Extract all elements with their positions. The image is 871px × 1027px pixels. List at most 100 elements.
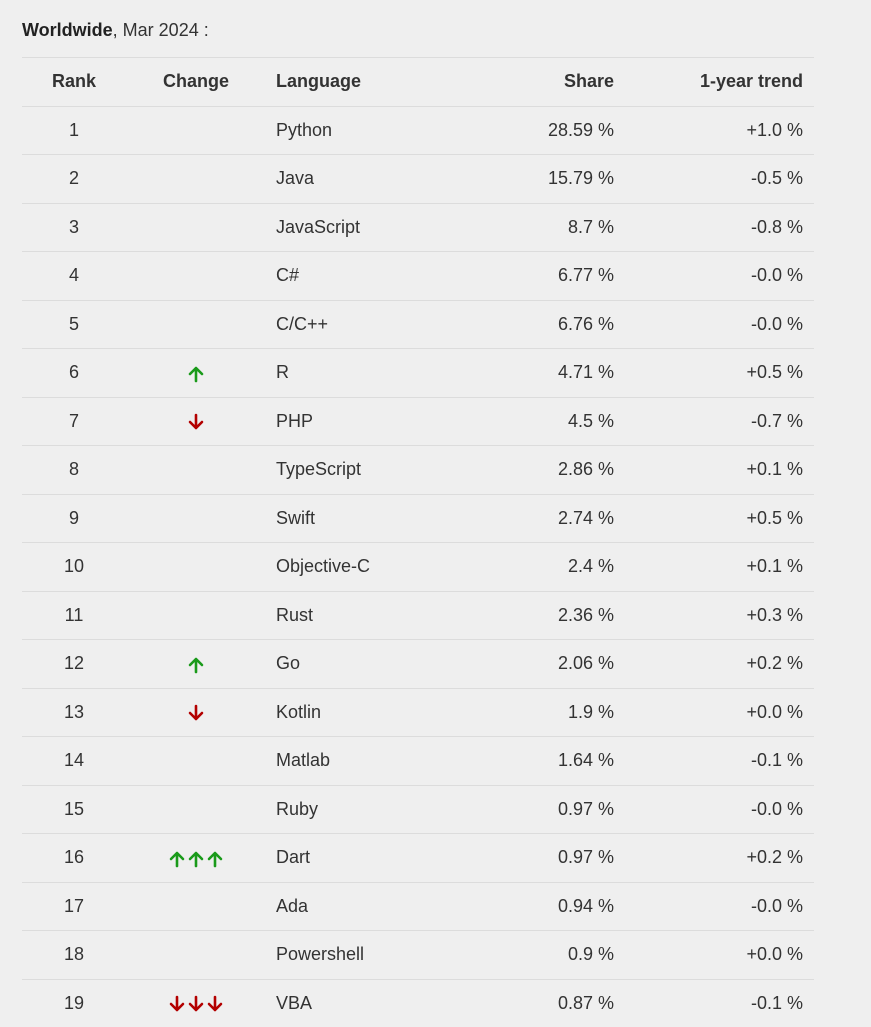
table-row: 9 Swift 2.74 % +0.5 %	[22, 493, 814, 543]
trend-cell: +0.1 %	[614, 542, 814, 591]
trend-cell: -0.0 %	[614, 251, 814, 300]
language-cell: Go	[266, 639, 476, 688]
trend-cell: -0.5 %	[614, 154, 814, 203]
trend-cell: +0.1 %	[614, 445, 814, 494]
language-cell: Rust	[266, 590, 476, 640]
trend-cell: +0.2 %	[614, 639, 814, 688]
table-row: 4 C# 6.77 % -0.0 %	[22, 251, 814, 300]
language-cell: Swift	[266, 493, 476, 543]
rank-cell: 2	[22, 154, 126, 203]
share-cell: 4.71 %	[476, 348, 614, 397]
change-indicator	[187, 656, 205, 674]
arrow-down-icon	[206, 995, 224, 1013]
language-cell: R	[266, 348, 476, 397]
change-cell	[126, 590, 266, 640]
share-cell: 2.74 %	[476, 493, 614, 543]
table-row: 5 C/C++ 6.76 % -0.0 %	[22, 299, 814, 349]
header-share: Share	[476, 57, 614, 106]
language-cell: Kotlin	[266, 687, 476, 737]
rank-cell: 3	[22, 202, 126, 252]
table-row: 14 Matlab 1.64 % -0.1 %	[22, 736, 814, 785]
table-row: 12 Go 2.06 % +0.2 %	[22, 639, 814, 688]
trend-cell: -0.7 %	[614, 396, 814, 446]
table-row: 6 R 4.71 % +0.5 %	[22, 348, 814, 397]
rank-cell: 14	[22, 736, 126, 785]
change-cell	[126, 736, 266, 785]
caption-date: , Mar 2024 :	[112, 20, 209, 40]
language-ranking-table: Rank Change Language Share 1-year trend …	[22, 57, 814, 1027]
caption-region: Worldwide	[22, 20, 113, 40]
change-cell	[126, 445, 266, 494]
table-row: 15 Ruby 0.97 % -0.0 %	[22, 784, 814, 834]
change-indicator	[187, 704, 205, 722]
rank-cell: 9	[22, 493, 126, 543]
trend-cell: -0.1 %	[614, 978, 814, 1027]
trend-cell: -0.0 %	[614, 299, 814, 349]
arrow-down-icon	[187, 413, 205, 431]
rank-cell: 13	[22, 687, 126, 737]
table-row: 10 Objective-C 2.4 % +0.1 %	[22, 542, 814, 591]
rank-cell: 12	[22, 639, 126, 688]
language-cell: TypeScript	[266, 445, 476, 494]
share-cell: 15.79 %	[476, 154, 614, 203]
change-cell	[126, 687, 266, 737]
language-cell: C#	[266, 251, 476, 300]
change-cell	[126, 299, 266, 349]
arrow-down-icon	[187, 704, 205, 722]
language-cell: Python	[266, 105, 476, 155]
language-cell: JavaScript	[266, 202, 476, 252]
trend-cell: +0.3 %	[614, 590, 814, 640]
rank-cell: 19	[22, 978, 126, 1027]
trend-cell: +0.5 %	[614, 493, 814, 543]
share-cell: 1.64 %	[476, 736, 614, 785]
arrow-down-icon	[168, 995, 186, 1013]
share-cell: 0.97 %	[476, 784, 614, 834]
change-cell	[126, 978, 266, 1027]
header-change: Change	[126, 57, 266, 106]
language-cell: Matlab	[266, 736, 476, 785]
share-cell: 1.9 %	[476, 687, 614, 737]
table-row: 8 TypeScript 2.86 % +0.1 %	[22, 445, 814, 494]
change-cell	[126, 154, 266, 203]
table-row: 11 Rust 2.36 % +0.3 %	[22, 590, 814, 640]
change-indicator	[168, 995, 224, 1013]
change-cell	[126, 542, 266, 591]
table-row: 17 Ada 0.94 % -0.0 %	[22, 881, 814, 931]
change-cell	[126, 639, 266, 688]
language-cell: Java	[266, 154, 476, 203]
change-cell	[126, 202, 266, 252]
trend-cell: +0.5 %	[614, 348, 814, 397]
share-cell: 8.7 %	[476, 202, 614, 252]
table-row: 18 Powershell 0.9 % +0.0 %	[22, 930, 814, 979]
share-cell: 2.06 %	[476, 639, 614, 688]
table-row: 2 Java 15.79 % -0.5 %	[22, 154, 814, 203]
header-rank: Rank	[22, 57, 126, 106]
table-row: 1 Python 28.59 % +1.0 %	[22, 105, 814, 155]
trend-cell: -0.0 %	[614, 784, 814, 834]
rank-cell: 6	[22, 348, 126, 397]
rank-cell: 5	[22, 299, 126, 349]
change-indicator	[168, 850, 224, 868]
rank-cell: 7	[22, 396, 126, 446]
trend-cell: -0.1 %	[614, 736, 814, 785]
table-row: 7 PHP 4.5 % -0.7 %	[22, 396, 814, 446]
share-cell: 4.5 %	[476, 396, 614, 446]
trend-cell: +0.0 %	[614, 687, 814, 737]
language-cell: C/C++	[266, 299, 476, 349]
share-cell: 2.4 %	[476, 542, 614, 591]
change-cell	[126, 105, 266, 155]
rank-cell: 11	[22, 590, 126, 640]
arrow-up-icon	[187, 850, 205, 868]
change-indicator	[187, 365, 205, 383]
header-trend: 1-year trend	[614, 57, 814, 106]
language-cell: VBA	[266, 978, 476, 1027]
table-row: 19 VBA 0.87 % -0.1 %	[22, 978, 814, 1027]
share-cell: 6.77 %	[476, 251, 614, 300]
table-row: 13 Kotlin 1.9 % +0.0 %	[22, 687, 814, 737]
header-language: Language	[266, 57, 476, 106]
arrow-down-icon	[187, 995, 205, 1013]
change-cell	[126, 348, 266, 397]
language-cell: PHP	[266, 396, 476, 446]
rank-cell: 10	[22, 542, 126, 591]
language-cell: Powershell	[266, 930, 476, 979]
